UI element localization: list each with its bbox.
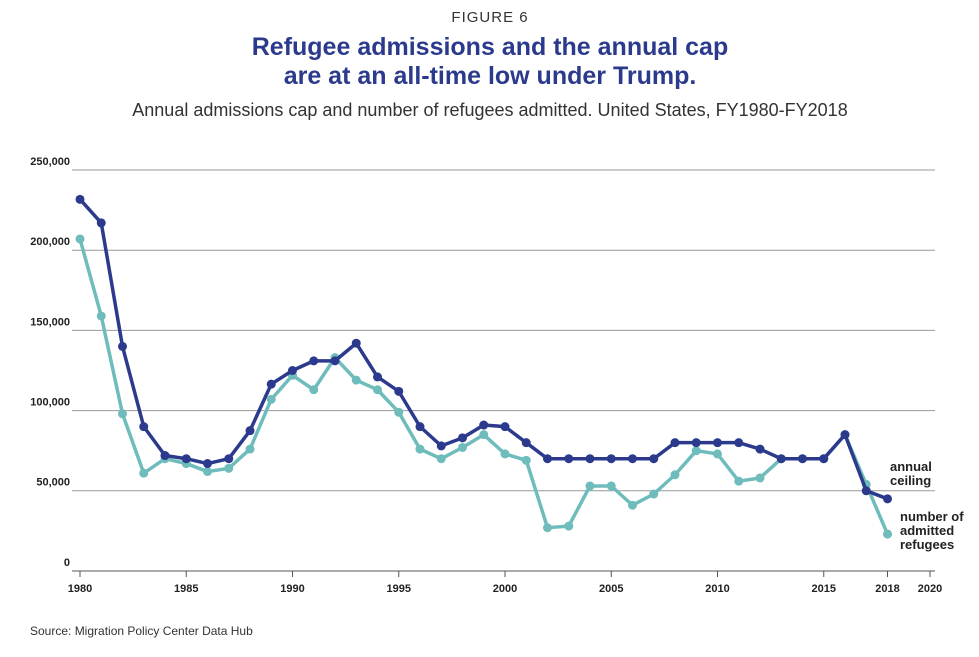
data-point bbox=[543, 454, 552, 464]
data-point bbox=[883, 494, 892, 504]
y-tick-label: 50,000 bbox=[36, 477, 70, 489]
x-tick-label: 1995 bbox=[387, 583, 411, 595]
data-point bbox=[309, 385, 319, 395]
x-tick-label: 2010 bbox=[705, 583, 729, 595]
data-point bbox=[245, 444, 255, 454]
data-point bbox=[266, 394, 276, 404]
data-point bbox=[798, 454, 807, 464]
data-point bbox=[224, 454, 234, 464]
data-point bbox=[224, 463, 234, 473]
data-point bbox=[543, 523, 552, 533]
data-point bbox=[458, 433, 467, 443]
x-tick-label: 2018 bbox=[875, 583, 899, 595]
data-point bbox=[203, 459, 212, 469]
data-point bbox=[415, 422, 425, 432]
data-point bbox=[394, 386, 404, 396]
data-point bbox=[606, 454, 616, 464]
x-tick-label: 2020 bbox=[918, 583, 942, 595]
data-point bbox=[139, 422, 149, 432]
series-label: annual ceiling bbox=[890, 459, 932, 488]
data-point bbox=[181, 454, 191, 464]
y-tick-label: 0 bbox=[64, 557, 70, 569]
data-point bbox=[776, 454, 786, 464]
data-point bbox=[564, 521, 574, 531]
data-point bbox=[96, 218, 106, 228]
data-point bbox=[734, 438, 744, 448]
data-point bbox=[713, 449, 722, 459]
data-point bbox=[139, 468, 149, 478]
data-point bbox=[500, 422, 510, 432]
x-tick-label: 2015 bbox=[812, 583, 836, 595]
data-point bbox=[755, 473, 765, 483]
data-point bbox=[840, 430, 850, 440]
data-point bbox=[861, 486, 871, 496]
figure-label: FIGURE 6 bbox=[451, 9, 528, 26]
data-point bbox=[436, 441, 446, 451]
y-tick-label: 250,000 bbox=[30, 156, 70, 168]
y-tick-label: 100,000 bbox=[30, 397, 70, 409]
x-tick-label: 1980 bbox=[68, 583, 92, 595]
data-point bbox=[458, 442, 467, 452]
data-point bbox=[521, 438, 531, 448]
data-point bbox=[819, 454, 829, 464]
chart-subtitle: Annual admissions cap and number of refu… bbox=[132, 100, 847, 120]
chart-title: Refugee admissions and the annual cap are… bbox=[252, 33, 729, 90]
data-point bbox=[670, 438, 680, 448]
data-point bbox=[883, 529, 892, 539]
data-point bbox=[373, 372, 382, 382]
data-point bbox=[351, 338, 361, 348]
series-line bbox=[78, 198, 889, 501]
y-tick-label: 150,000 bbox=[30, 316, 70, 328]
x-tick-label: 1990 bbox=[280, 583, 304, 595]
data-point bbox=[628, 454, 637, 464]
data-point bbox=[649, 489, 659, 499]
data-point bbox=[606, 481, 616, 491]
data-point bbox=[75, 194, 85, 204]
data-point bbox=[691, 438, 701, 448]
data-point bbox=[203, 467, 212, 477]
data-point bbox=[415, 444, 425, 454]
source-note: Source: Migration Policy Center Data Hub bbox=[30, 624, 253, 638]
data-point bbox=[373, 385, 382, 395]
data-point bbox=[500, 449, 510, 459]
data-point bbox=[436, 454, 446, 464]
x-tick-label: 2005 bbox=[599, 583, 623, 595]
data-point bbox=[479, 430, 489, 440]
data-point bbox=[691, 446, 701, 456]
data-point bbox=[309, 356, 319, 366]
data-point bbox=[585, 454, 595, 464]
data-point bbox=[160, 451, 170, 461]
data-point bbox=[266, 379, 276, 389]
data-point bbox=[628, 500, 637, 510]
data-point bbox=[670, 470, 680, 480]
data-point bbox=[288, 366, 297, 375]
data-point bbox=[479, 420, 489, 430]
data-point bbox=[118, 409, 127, 419]
data-point bbox=[96, 311, 106, 321]
data-point bbox=[755, 444, 765, 454]
data-point bbox=[585, 481, 595, 491]
data-point bbox=[351, 375, 361, 385]
x-tick-label: 1985 bbox=[174, 583, 198, 595]
data-point bbox=[734, 476, 744, 486]
data-point bbox=[521, 455, 531, 465]
data-point bbox=[564, 454, 574, 464]
y-tick-label: 200,000 bbox=[30, 236, 70, 248]
data-point bbox=[713, 438, 722, 448]
series-label: number of admitted refugees bbox=[900, 509, 964, 552]
data-point bbox=[245, 426, 255, 436]
data-point bbox=[75, 234, 85, 244]
data-point bbox=[394, 407, 404, 417]
data-point bbox=[330, 356, 340, 366]
series-line bbox=[78, 238, 890, 535]
x-tick-label: 2000 bbox=[493, 583, 517, 595]
data-point bbox=[118, 341, 127, 351]
data-point bbox=[649, 454, 659, 464]
